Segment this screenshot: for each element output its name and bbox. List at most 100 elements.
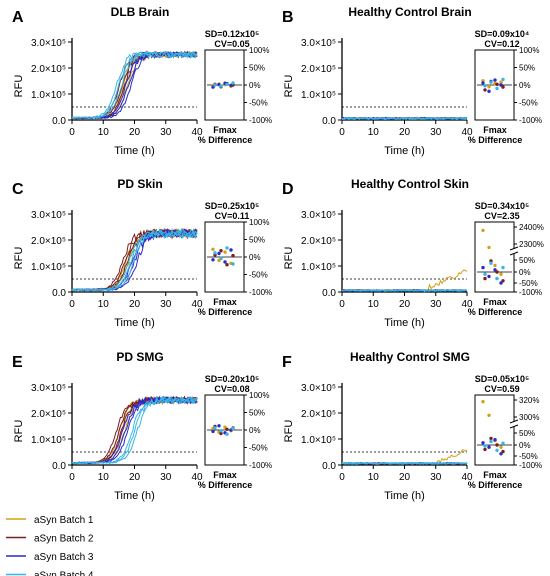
inset-y-tick-label: 0% [519, 441, 531, 450]
inset-box [474, 394, 515, 466]
inset-point [219, 249, 223, 253]
inset-sd-label: SD=0.09x10⁴ [475, 29, 530, 39]
y-axis-label: RFU [13, 75, 25, 98]
y-axis-label: RFU [283, 420, 295, 443]
series-line [341, 289, 468, 292]
series-line [71, 229, 198, 292]
inset-y-tick-label: -100% [519, 288, 542, 297]
panel-title: DLB Brain [111, 5, 170, 19]
inset-point [495, 276, 499, 281]
inset-point [493, 438, 497, 442]
inset-point [501, 441, 505, 445]
y-tick-label: 0.0 [322, 116, 336, 127]
inset-point [487, 245, 491, 250]
inset-point [231, 81, 235, 85]
x-tick-label: 30 [160, 472, 172, 483]
inset-point [231, 262, 235, 266]
series-line [341, 116, 468, 121]
inset-y-tick-label: 50% [519, 64, 535, 73]
inset-point [487, 85, 491, 89]
inset-point [499, 83, 503, 87]
inset-point [487, 445, 491, 449]
inset-xlabel2: % Difference [198, 135, 253, 145]
legend-label: aSyn Batch 4 [34, 571, 94, 576]
inset-xlabel: Fmax [483, 470, 507, 480]
y-tick-label: 3.0×10⁵ [31, 383, 66, 394]
x-tick-label: 20 [399, 299, 411, 310]
inset-point [231, 253, 235, 258]
y-tick-label: 0.0 [52, 288, 66, 299]
panel-title: PD Skin [117, 177, 162, 191]
y-tick-label: 2.0×10⁵ [301, 64, 336, 75]
y-tick-label: 3.0×10⁵ [301, 383, 336, 394]
inset-point [219, 429, 223, 433]
inset-point [493, 263, 497, 268]
inset-point [499, 272, 503, 276]
x-tick-label: 0 [69, 127, 75, 138]
x-tick-label: 30 [430, 127, 442, 138]
inset-y-tick-label: 50% [519, 256, 535, 265]
legend-label: aSyn Batch 1 [34, 515, 94, 526]
panel-letter: E [12, 354, 23, 371]
inset-y-tick-label: 0% [249, 81, 261, 90]
x-tick-label: 0 [339, 472, 345, 483]
axis-break-gap [511, 422, 519, 427]
y-tick-label: 2.0×10⁵ [31, 64, 66, 75]
inset-point [483, 276, 487, 281]
inset-point [225, 263, 229, 267]
inset-point [213, 83, 217, 87]
inset-point [219, 256, 223, 261]
inset-point [217, 251, 221, 256]
panel-title: Healthy Control Skin [351, 177, 469, 191]
x-tick-label: 20 [129, 127, 141, 138]
x-tick-label: 10 [98, 472, 110, 483]
panel-letter: D [282, 181, 294, 198]
x-tick-label: 10 [368, 127, 380, 138]
panel-b: B Healthy Control Brain RFU Time (h) 0.0 1.0×… [282, 5, 542, 157]
inset-y-tick-label: 0% [249, 426, 261, 435]
axis-break-mark [509, 251, 519, 256]
panel-letter: C [12, 181, 24, 198]
inset-point [489, 261, 493, 265]
inset-point [231, 426, 235, 431]
inset-y-tick-label: 50% [519, 429, 535, 438]
inset-point [495, 443, 499, 447]
x-axis-label: Time (h) [114, 145, 155, 157]
inset-xlabel2: % Difference [468, 480, 523, 490]
inset-sd-label: SD=0.05x10⁵ [475, 374, 530, 384]
x-tick-label: 40 [461, 472, 473, 483]
inset-point [495, 82, 499, 87]
inset-point [481, 81, 485, 85]
inset-cv-label: CV=0.59 [484, 384, 519, 394]
y-axis-label: RFU [283, 247, 295, 270]
panel-title: PD SMG [116, 350, 163, 364]
panel-d: D Healthy Control Skin RFU Time (h) 0.0 1.0×1… [282, 177, 544, 329]
y-tick-label: 1.0×10⁵ [301, 90, 336, 101]
inset-y-tick-label: 50% [249, 236, 265, 245]
inset-cv-label: CV=0.05 [214, 39, 249, 49]
legend-label: aSyn Batch 3 [34, 552, 94, 563]
y-tick-label: 0.0 [52, 116, 66, 127]
inset-point [483, 447, 487, 452]
inset-xlabel: Fmax [483, 297, 507, 307]
x-tick-label: 10 [368, 299, 380, 310]
series-line [341, 462, 468, 465]
inset-point [489, 80, 493, 84]
panel-f: F Healthy Control SMG RFU Time (h) 0.0 1.0×10… [282, 350, 542, 502]
inset-xlabel: Fmax [213, 470, 237, 480]
axis-break-gap [511, 249, 519, 254]
x-tick-label: 0 [339, 299, 345, 310]
y-tick-label: 2.0×10⁵ [301, 409, 336, 420]
inset-point [211, 258, 215, 262]
y-tick-label: 1.0×10⁵ [31, 90, 66, 101]
inset-y-tick-label: 50% [249, 64, 265, 73]
x-axis-label: Time (h) [384, 490, 425, 502]
inset-cv-label: CV=0.11 [215, 211, 250, 221]
panel-letter: F [282, 354, 292, 371]
series-line [341, 449, 468, 465]
inset-sd-label: SD=0.25x10⁵ [205, 201, 260, 211]
y-axis-label: RFU [283, 75, 295, 98]
axis-break-mark [509, 424, 519, 429]
inset-box [474, 221, 515, 293]
y-tick-label: 3.0×10⁵ [31, 210, 66, 221]
